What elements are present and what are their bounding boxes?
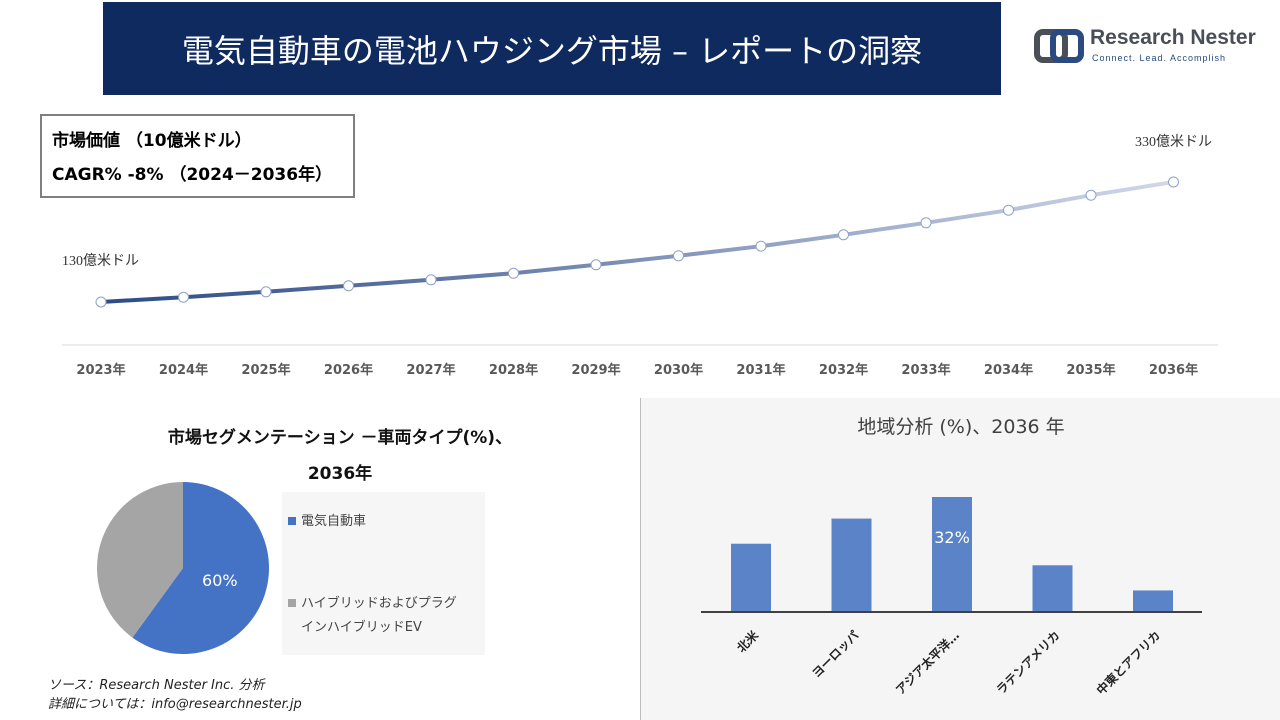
x-tick-label: 2029年 [571, 362, 620, 378]
logo: Research Nester Connect. Lead. Accomplis… [1034, 26, 1256, 68]
bar [1133, 590, 1173, 612]
data-point [838, 229, 849, 241]
logo-name: Research Nester [1090, 26, 1256, 49]
data-point [590, 259, 602, 271]
regional-bar-chart: 北米 ヨーロッパ 32% アジア太平洋… ラテンアメリカ 中東とアフリカ [701, 497, 1202, 698]
x-tick-label: 2034年 [984, 362, 1033, 378]
pie-data-label: 60% [202, 571, 238, 590]
data-point [425, 274, 437, 286]
x-tick-label: 2024年 [159, 362, 208, 378]
pie-slice [132, 482, 270, 654]
series-line [100, 180, 1174, 304]
contact-line: 詳細については：info@researchnester.jp [48, 697, 302, 712]
cagr-label: CAGR% -8% （2024－2036年） [52, 165, 333, 185]
legend-item-hybrid: ハイブリッドおよびプラグ インハイブリッドEV [288, 592, 457, 640]
x-tick-label: 2023年 [76, 362, 125, 378]
legend-swatch [288, 599, 296, 607]
x-tick-label: 2027年 [406, 362, 455, 378]
bar [932, 497, 972, 612]
legend-item-ev: 電気自動車 [288, 510, 366, 534]
bar-data-label: 32% [934, 528, 970, 547]
legend-label: 電気自動車 [301, 514, 367, 529]
start-value-label: 130億米ドル [62, 254, 139, 269]
bar [731, 543, 771, 612]
legend-label: ハイブリッドおよびプラグ [301, 596, 457, 611]
x-tick-label: 2033年 [901, 362, 950, 378]
x-tick-label: ラテンアメリカ [994, 628, 1063, 697]
x-tick-label: 2032年 [819, 362, 868, 378]
x-tick-label: アジア太平洋… [892, 628, 962, 698]
legend-label-line2: インハイブリッドEV [301, 620, 422, 635]
bar-title: 地域分析 (%)、2036 年 [857, 416, 1065, 438]
data-point [178, 291, 189, 303]
source-line: ソース：Research Nester Inc. 分析 [48, 678, 265, 693]
market-value-label: 市場価値 （10億米ドル） [52, 131, 252, 151]
x-tick-label: ヨーロッパ [809, 628, 861, 680]
data-point [755, 240, 767, 252]
x-tick-label: 北米 [734, 627, 762, 655]
data-point [508, 267, 519, 279]
regional-panel: 北米 ヨーロッパ 32% アジア太平洋… ラテンアメリカ 中東とアフリカ 地域分析 (%)… [640, 398, 1280, 720]
bar [1032, 565, 1073, 612]
data-point [1003, 204, 1014, 216]
data-point [343, 280, 354, 292]
market-info-box: 市場価値 （10億米ドル） CAGR% -8% （2024－2036年） [40, 114, 355, 198]
data-point [920, 217, 932, 229]
legend-swatch [288, 517, 296, 525]
data-point [260, 286, 272, 298]
x-tick-label: 2031年 [736, 362, 785, 378]
logo-icon [1034, 29, 1084, 63]
market-line-chart: 2023年 2024年 2025年 2026年 2027年 2028年 2029年 2030年… [62, 176, 1218, 378]
data-point [1168, 176, 1179, 188]
x-tick-label: 2030年 [654, 362, 703, 378]
x-tick-label: 2036年 [1149, 362, 1198, 378]
data-point [673, 250, 684, 262]
x-tick-label: 2026年 [324, 362, 373, 378]
pie-slice [97, 482, 183, 638]
data-point [95, 296, 107, 308]
source-note: ソース：Research Nester Inc. 分析 詳細については：info… [48, 676, 302, 714]
logo-tagline: Connect. Lead. Accomplish [1092, 53, 1227, 63]
page-title: 電気自動車の電池ハウジング市場 – レポートの洞察 [103, 2, 1001, 95]
pie-title-line1: 市場セグメンテーション －車両タイプ(%)、 [167, 428, 513, 448]
x-tick-label: 中東とアフリカ [1093, 628, 1163, 698]
x-tick-label: 2035年 [1066, 362, 1115, 378]
x-tick-label: 2028年 [489, 362, 538, 378]
pie-title-line2: 2036年 [307, 464, 373, 484]
x-tick-label: 2025年 [241, 362, 290, 378]
pie-title: 市場セグメンテーション －車両タイプ(%)、 2036年 [100, 420, 580, 492]
end-value-label: 330億米ドル [1135, 135, 1212, 150]
bar [831, 518, 872, 612]
segment-pie-chart: 60% [97, 482, 270, 654]
data-point [1085, 189, 1097, 201]
pie-legend: 電気自動車 ハイブリッドおよびプラグ インハイブリッドEV [282, 492, 485, 655]
